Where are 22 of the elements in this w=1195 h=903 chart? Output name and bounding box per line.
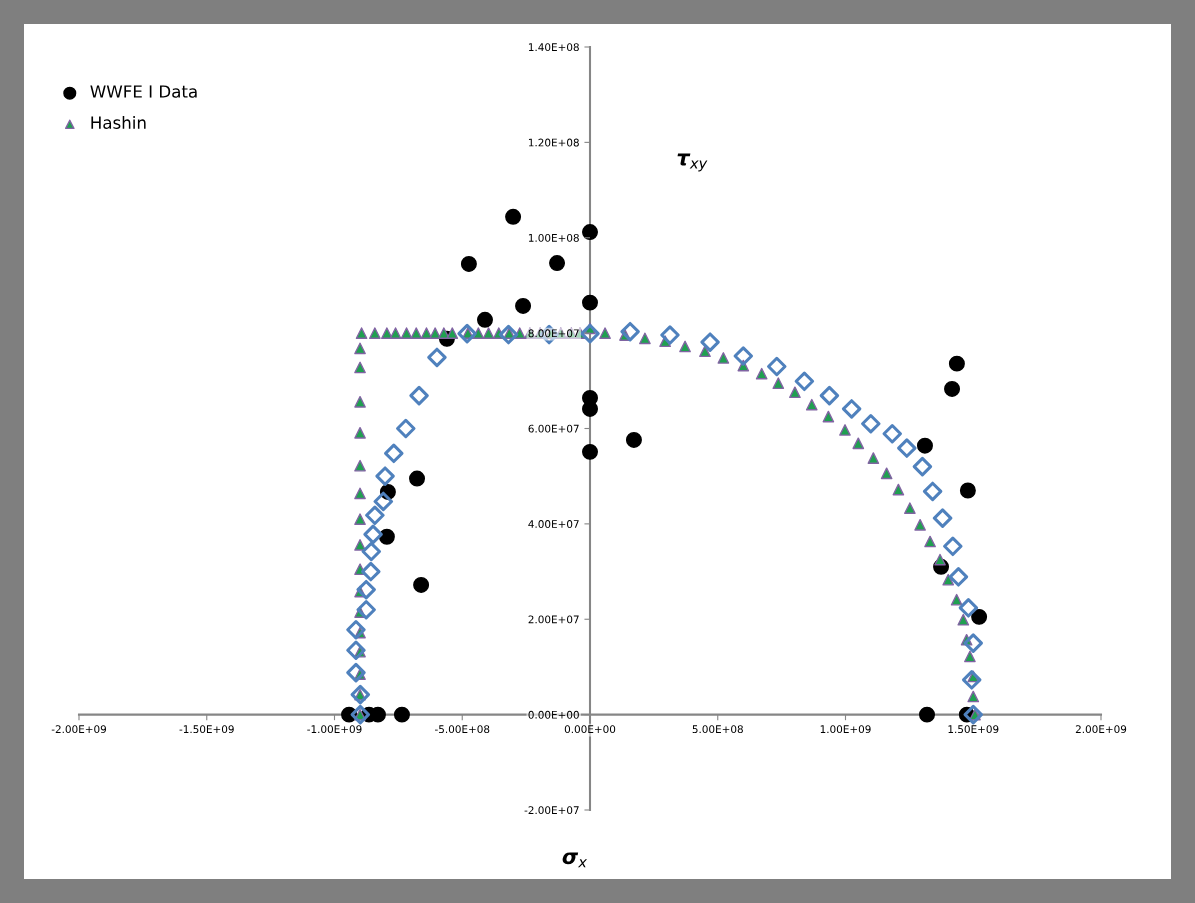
y-axis-title: τ$_{xy}$ [677,153,708,172]
x-tick-label: 1.50E+09 [948,725,999,734]
x-tick-label: 1.00E+09 [820,725,871,734]
y-tick-label: -2.00E+07 [524,806,579,815]
y-tick-label: 1.20E+08 [528,138,579,147]
x-tick-label: 0.00E+00 [564,725,616,734]
x-tick-label: 5.00E+08 [692,725,743,734]
y-tick-label: 1.00E+08 [528,233,579,242]
y-tick-label: 6.00E+07 [528,424,579,433]
y-tick-label: 4.00E+07 [528,520,579,528]
x-tick-label: 2.00E+09 [1075,725,1127,734]
y-tick-label: 8.00E+07 [528,329,579,338]
x-tick-label: -5.00E+08 [435,725,490,734]
x-tick-label: -1.00E+09 [307,725,362,734]
y-tick-label: 1.40E+08 [528,43,579,52]
y-tick-label: 0.00E+00 [528,710,579,719]
x-tick-label: -2.00E+09 [51,725,107,734]
y-tick-label: 2.00E+07 [528,615,579,624]
legend-label: WWFE I Data [90,85,197,98]
x-tick-label: -1.50E+09 [179,725,234,734]
x-axis-title: σ$_{x}$ [562,852,588,868]
legend-label: Hashin [91,116,146,129]
